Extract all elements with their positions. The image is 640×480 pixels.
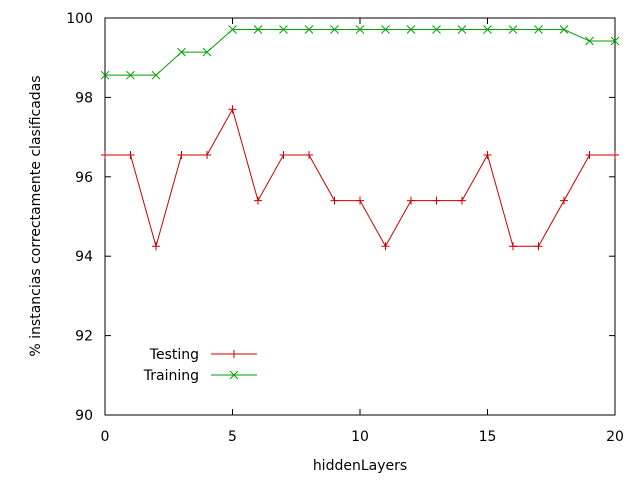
legend: Testing Training [143, 347, 257, 384]
data-point-testing [483, 150, 492, 159]
data-point-training [432, 25, 441, 34]
data-point-training [279, 25, 288, 34]
x-tick-label: 5 [228, 429, 237, 445]
data-point-testing [101, 150, 109, 159]
x-tick-label: 20 [606, 429, 624, 445]
x-axis-label: hiddenLayers [313, 458, 407, 474]
data-point-training [585, 36, 594, 46]
data-point-testing [432, 196, 441, 205]
x-tick-label: 10 [351, 429, 369, 445]
series-layer [100, 25, 620, 251]
data-point-training [330, 25, 339, 34]
legend-label-training: Training [143, 368, 199, 384]
y-tick-label: 96 [75, 170, 93, 186]
data-point-testing [381, 242, 390, 251]
legend-label-testing: Testing [149, 347, 199, 363]
data-point-testing [509, 242, 517, 251]
data-point-testing [177, 150, 186, 159]
data-point-testing [203, 150, 211, 159]
data-point-testing [356, 196, 364, 205]
legend-marker-training [229, 370, 239, 380]
data-point-testing [585, 150, 594, 159]
data-point-testing [611, 150, 619, 159]
data-point-testing [126, 150, 135, 159]
y-axis-label: % instancias correctamente clasificadas [28, 75, 44, 356]
y-tick-label: 92 [75, 329, 93, 345]
data-point-training [151, 70, 161, 80]
data-point-training [228, 25, 237, 34]
legend-marker-testing [230, 350, 238, 358]
data-point-training [253, 25, 263, 34]
data-point-testing [560, 196, 568, 205]
data-point-testing [534, 242, 543, 251]
data-point-training [304, 25, 314, 34]
data-point-training [126, 70, 135, 80]
x-tick-label: 0 [101, 429, 110, 445]
y-tick-label: 90 [75, 408, 93, 424]
data-point-training [534, 25, 543, 34]
data-point-testing [305, 150, 313, 159]
data-point-testing [254, 196, 262, 205]
data-point-testing [458, 196, 466, 205]
y-tick-label: 98 [75, 90, 93, 106]
data-point-testing [228, 105, 237, 114]
axes: 0 5 10 15 20 90 92 94 96 98 100 [66, 11, 624, 445]
data-point-training [381, 25, 390, 34]
x-tick-label: 15 [479, 429, 497, 445]
data-point-training [100, 70, 110, 80]
y-tick-label: 94 [75, 249, 93, 265]
data-point-training [483, 25, 492, 34]
data-point-testing [330, 196, 339, 205]
data-point-training [177, 47, 186, 57]
data-point-training [202, 47, 212, 57]
data-point-testing [407, 196, 415, 205]
data-point-testing [279, 150, 288, 159]
data-point-training [610, 36, 620, 46]
y-tick-label: 100 [66, 11, 93, 27]
data-point-training [559, 25, 569, 34]
series-line-testing [105, 108, 615, 249]
data-point-training [457, 25, 467, 34]
data-point-training [406, 25, 416, 34]
data-point-training [355, 25, 365, 34]
data-point-training [508, 25, 518, 34]
data-point-testing [152, 242, 160, 251]
